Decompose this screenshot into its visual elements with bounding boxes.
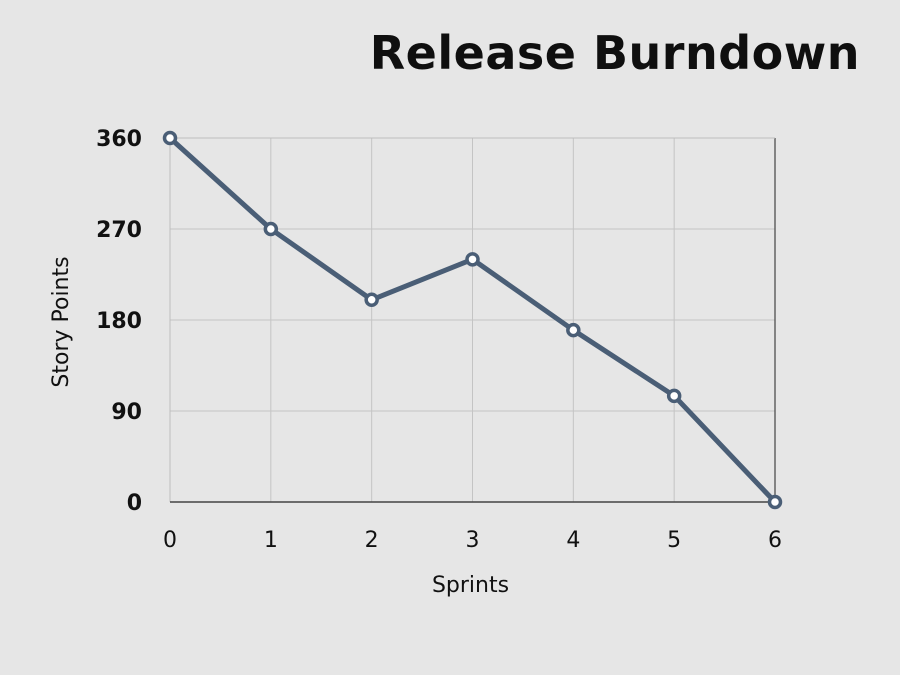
data-point xyxy=(263,221,279,237)
y-tick-label: 360 xyxy=(96,127,142,152)
x-tick-label: 5 xyxy=(667,528,681,553)
x-tick-label: 6 xyxy=(768,528,782,553)
x-tick-label: 2 xyxy=(365,528,379,553)
data-point xyxy=(465,252,480,267)
x-tick-labels: 0 1 2 3 4 5 6 xyxy=(163,528,782,553)
data-point xyxy=(364,292,379,308)
data-point xyxy=(767,494,783,510)
data-point xyxy=(666,388,682,404)
y-axis-label: Story Points xyxy=(49,256,74,387)
x-tick-label: 4 xyxy=(566,528,580,553)
chart-title: Release Burndown xyxy=(369,26,860,80)
y-tick-label: 270 xyxy=(96,218,142,243)
plot-frame xyxy=(169,137,776,503)
x-tick-label: 3 xyxy=(466,528,480,553)
x-axis-label: Sprints xyxy=(432,573,509,598)
y-tick-labels: 0 90 180 270 360 xyxy=(96,127,142,516)
y-tick-label: 90 xyxy=(111,400,142,425)
series-layer xyxy=(162,130,783,510)
y-tick-label: 180 xyxy=(96,309,142,334)
data-point xyxy=(566,322,581,338)
y-tick-label: 0 xyxy=(127,491,142,516)
data-point xyxy=(162,130,178,146)
x-tick-label: 1 xyxy=(264,528,278,553)
x-tick-label: 0 xyxy=(163,528,177,553)
grid-lines xyxy=(170,138,775,502)
